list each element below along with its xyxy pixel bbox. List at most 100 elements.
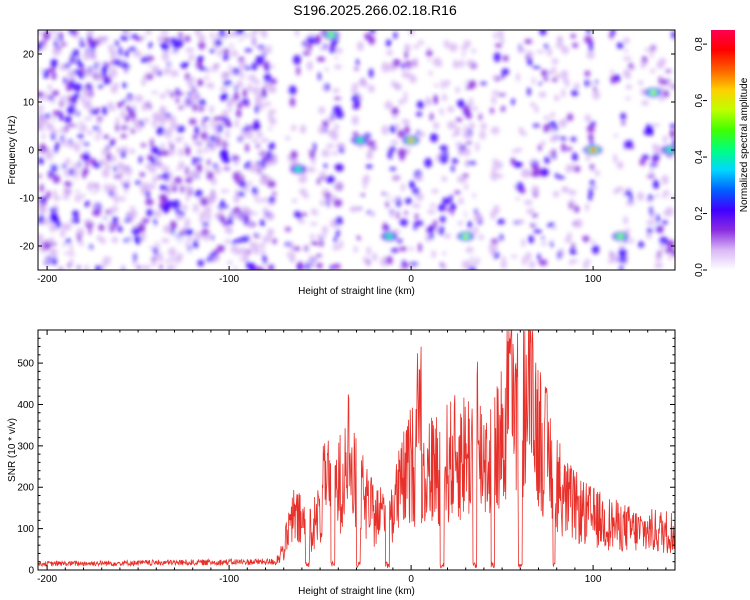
noise-blob xyxy=(624,96,631,100)
noise-blob xyxy=(49,225,58,233)
noise-blob xyxy=(128,81,136,90)
noise-blob xyxy=(393,45,402,55)
x-tick-label: -100 xyxy=(219,574,239,585)
noise-blob xyxy=(510,254,518,259)
noise-blob xyxy=(523,170,532,177)
noise-blob xyxy=(228,107,233,113)
noise-blob xyxy=(111,139,116,144)
noise-blob xyxy=(38,233,44,243)
noise-blob xyxy=(541,236,545,240)
noise-blob xyxy=(238,60,247,69)
noise-blob xyxy=(222,109,229,119)
noise-blob xyxy=(256,267,265,270)
noise-blob xyxy=(389,208,395,219)
noise-blob xyxy=(480,122,488,130)
noise-blob xyxy=(40,40,47,45)
noise-blob xyxy=(369,30,376,34)
noise-blob xyxy=(385,39,392,47)
x-axis-label: Height of straight line (km) xyxy=(298,586,415,597)
noise-blob xyxy=(183,98,188,108)
noise-blob xyxy=(404,211,408,215)
noise-blob xyxy=(230,245,239,254)
noise-blob xyxy=(73,83,83,92)
noise-blob xyxy=(222,48,230,55)
noise-blob xyxy=(68,71,75,81)
noise-blob xyxy=(205,166,209,174)
noise-blob xyxy=(64,157,71,166)
spectrogram-blobs xyxy=(38,30,675,270)
noise-blob xyxy=(624,49,629,53)
noise-blob xyxy=(386,49,394,56)
noise-blob xyxy=(490,238,498,245)
noise-blob xyxy=(217,244,225,253)
noise-blob xyxy=(77,233,82,243)
noise-blob xyxy=(408,180,416,189)
noise-blob xyxy=(190,187,194,193)
noise-blob xyxy=(396,238,403,243)
noise-blob xyxy=(289,242,294,251)
noise-blob xyxy=(260,197,268,203)
noise-blob xyxy=(251,30,256,41)
noise-blob xyxy=(439,154,443,163)
noise-blob xyxy=(515,147,523,152)
noise-blob xyxy=(148,183,156,190)
noise-blob xyxy=(240,131,245,140)
noise-blob xyxy=(260,218,265,228)
noise-blob xyxy=(159,264,163,270)
noise-blob xyxy=(61,163,66,169)
noise-blob xyxy=(210,65,219,72)
noise-blob xyxy=(110,50,117,61)
noise-blob xyxy=(568,261,574,265)
noise-blob xyxy=(428,70,433,77)
noise-blob xyxy=(292,246,301,251)
noise-blob xyxy=(54,38,58,49)
noise-blob xyxy=(390,140,399,145)
x-tick-label: 0 xyxy=(408,574,414,585)
noise-blob xyxy=(495,160,503,170)
noise-blob xyxy=(523,199,533,206)
noise-blob xyxy=(236,80,243,89)
noise-blob xyxy=(67,262,72,269)
noise-blob xyxy=(315,254,323,258)
noise-blob xyxy=(140,232,146,242)
noise-blob xyxy=(546,221,555,228)
noise-blob xyxy=(381,62,391,73)
noise-blob xyxy=(240,175,245,182)
noise-blob xyxy=(175,209,182,215)
x-tick-label: 100 xyxy=(585,274,602,285)
noise-blob xyxy=(459,59,465,68)
noise-blob xyxy=(106,152,112,162)
noise-blob xyxy=(426,50,433,57)
noise-blob xyxy=(124,115,130,123)
noise-blob xyxy=(322,85,327,91)
noise-blob xyxy=(454,190,461,195)
noise-blob xyxy=(144,105,150,110)
noise-blob xyxy=(308,254,315,264)
noise-blob xyxy=(385,255,393,265)
noise-blob xyxy=(268,142,276,150)
noise-blob xyxy=(52,175,61,184)
noise-blob xyxy=(472,226,479,235)
noise-blob xyxy=(402,262,409,269)
noise-blob xyxy=(465,141,473,145)
noise-blob xyxy=(233,195,240,204)
noise-blob xyxy=(133,78,140,82)
noise-blob xyxy=(50,58,58,69)
noise-blob xyxy=(318,106,326,114)
noise-blob xyxy=(96,116,103,122)
noise-blob xyxy=(153,217,157,227)
noise-blob xyxy=(551,58,559,65)
noise-blob xyxy=(335,48,343,54)
snr-plot: -200 -100 0 100 0 100 200 300 400 500 Height of st… xyxy=(7,329,676,597)
noise-blob xyxy=(258,231,267,237)
noise-blob xyxy=(491,165,497,173)
noise-blob xyxy=(329,265,334,270)
noise-blob xyxy=(268,264,273,270)
noise-blob xyxy=(169,115,177,124)
colorbar-tick-label: 0.2 xyxy=(694,206,705,220)
noise-blob xyxy=(201,120,206,126)
noise-blob xyxy=(669,129,675,139)
noise-blob xyxy=(462,130,471,139)
noise-blob xyxy=(331,131,339,141)
